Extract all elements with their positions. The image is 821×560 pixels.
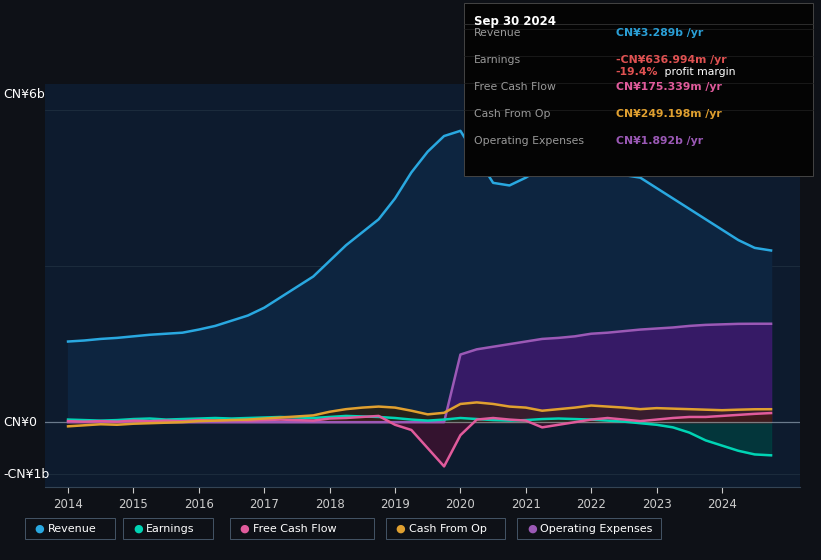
Text: CN¥175.339m /yr: CN¥175.339m /yr xyxy=(616,82,722,92)
Text: ●: ● xyxy=(396,524,406,534)
Text: Cash From Op: Cash From Op xyxy=(474,109,550,119)
Text: profit margin: profit margin xyxy=(661,67,736,77)
Text: CN¥1.892b /yr: CN¥1.892b /yr xyxy=(616,136,703,146)
Text: Operating Expenses: Operating Expenses xyxy=(540,524,653,534)
Text: -CN¥636.994m /yr: -CN¥636.994m /yr xyxy=(616,55,727,65)
Text: Earnings: Earnings xyxy=(146,524,195,534)
Text: -CN¥1b: -CN¥1b xyxy=(3,468,50,480)
Text: -19.4%: -19.4% xyxy=(616,67,658,77)
Text: Sep 30 2024: Sep 30 2024 xyxy=(474,15,556,28)
Text: ●: ● xyxy=(34,524,44,534)
Text: ●: ● xyxy=(527,524,537,534)
Text: Free Cash Flow: Free Cash Flow xyxy=(474,82,556,92)
Text: CN¥6b: CN¥6b xyxy=(3,88,45,101)
Text: CN¥0: CN¥0 xyxy=(3,416,38,428)
Text: ●: ● xyxy=(133,524,143,534)
Text: Cash From Op: Cash From Op xyxy=(409,524,487,534)
Text: Operating Expenses: Operating Expenses xyxy=(474,136,584,146)
Text: Earnings: Earnings xyxy=(474,55,521,65)
Text: Revenue: Revenue xyxy=(48,524,96,534)
Text: Free Cash Flow: Free Cash Flow xyxy=(253,524,337,534)
Text: ●: ● xyxy=(240,524,250,534)
Text: CN¥249.198m /yr: CN¥249.198m /yr xyxy=(616,109,722,119)
Text: Revenue: Revenue xyxy=(474,28,521,38)
Text: CN¥3.289b /yr: CN¥3.289b /yr xyxy=(616,28,703,38)
